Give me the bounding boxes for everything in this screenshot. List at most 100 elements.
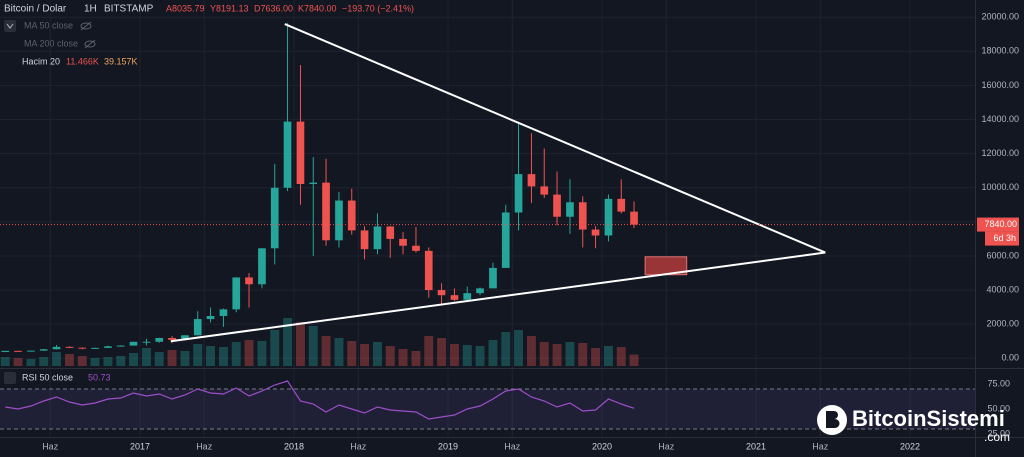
volume-bar: [347, 341, 357, 366]
axes: 0.002000.004000.006000.008000.0010000.00…: [42, 12, 1019, 451]
symbol-title: Bitcoin / Dolar: [4, 4, 67, 15]
trendline: [170, 251, 826, 343]
volume-bar: [90, 358, 100, 366]
rsi-line: [5, 380, 635, 420]
volume-bar: [39, 357, 49, 366]
candle-body: [219, 309, 228, 316]
volume-bar: [295, 322, 305, 366]
x-tick-label: Haz: [658, 441, 675, 451]
collapse-button[interactable]: [4, 20, 16, 32]
candle-body: [78, 347, 87, 349]
ohlc-open: A8035.79: [166, 3, 205, 13]
candle-body: [386, 226, 395, 239]
volume-bar: [462, 345, 472, 366]
volume-bar: [129, 353, 138, 366]
volume-bar: [603, 346, 613, 366]
volume-bar: [616, 347, 626, 366]
volume-bar: [154, 352, 164, 366]
candle-body: [168, 337, 176, 340]
x-tick-label: Haz: [504, 441, 521, 451]
brand-suffix: .com: [984, 430, 1010, 444]
brand-name: BitcoinSistemi: [852, 406, 1005, 431]
y-tick-label: 20000.00: [981, 12, 1019, 22]
volume-ma-value: 39.157K: [104, 56, 138, 66]
candle-body: [296, 121, 305, 184]
x-tick-label: 2022: [900, 441, 920, 451]
hidden-icon[interactable]: [80, 21, 92, 31]
candle-body: [14, 350, 22, 352]
x-tick-label: Haz: [350, 441, 367, 451]
volume-bar: [0, 357, 10, 366]
x-tick-label: 2017: [130, 441, 150, 451]
candle-body: [116, 345, 125, 347]
candle-body: [578, 202, 587, 230]
indicator-label: MA 200 close: [24, 38, 78, 48]
x-tick-label: 2020: [592, 441, 612, 451]
candles: [1, 22, 638, 353]
rsi-value: 50.73: [88, 372, 111, 382]
volume-bar: [334, 338, 344, 366]
volume-bar: [565, 342, 575, 366]
candle-body: [232, 277, 241, 310]
candle-body: [347, 200, 356, 231]
y-tick-label: 14000.00: [981, 114, 1019, 124]
ohlc-high: Y8191.13: [210, 3, 249, 13]
volume-bar: [526, 336, 536, 366]
candle-body: [540, 186, 549, 195]
candle-body: [604, 198, 613, 236]
volume-bar: [206, 346, 215, 366]
ohlc-low: D7636.00: [254, 3, 293, 13]
candle-body: [501, 212, 510, 268]
volume-bar: [552, 344, 562, 366]
y-tick-label: 16000.00: [981, 80, 1019, 90]
x-tick-label: Haz: [196, 441, 213, 451]
volume-bar: [141, 348, 151, 366]
y-tick-label: 18000.00: [981, 46, 1019, 56]
volume-bar: [257, 341, 267, 366]
logo-b: [826, 411, 840, 428]
countdown-label: 6d 3h: [993, 233, 1016, 243]
x-tick-label: Haz: [812, 441, 829, 451]
rsi-tick-label: 50.00: [987, 403, 1010, 413]
hidden-icon[interactable]: [84, 39, 96, 49]
volume-bar: [167, 350, 177, 366]
volume-value: 11.466K: [66, 56, 99, 66]
candle-body: [181, 335, 189, 340]
candle-body: [489, 267, 497, 289]
candle-body: [617, 198, 626, 212]
volume-label: Hacim 20: [22, 56, 60, 66]
volume-bar: [193, 344, 203, 366]
volume-bar: [180, 351, 190, 366]
volume-bar: [244, 340, 254, 366]
candle-body: [527, 174, 536, 187]
last-price-tag: [977, 217, 1019, 232]
y-tick-label: 0.00: [1001, 353, 1019, 363]
candle-body: [129, 341, 138, 346]
candle-body: [437, 290, 446, 296]
candle-body: [142, 341, 151, 343]
volume-bar: [488, 340, 498, 366]
candle-body: [206, 315, 215, 320]
volume-bar: [578, 343, 588, 366]
collapse-button[interactable]: [4, 372, 16, 384]
brand-logo: BitcoinSistemi .com: [817, 405, 1010, 444]
countdown-tag: [985, 231, 1019, 246]
volume-bar: [270, 330, 280, 366]
candle-body: [373, 226, 382, 250]
drawings: [0, 23, 975, 343]
candle-body: [450, 295, 459, 300]
candle-body: [424, 250, 433, 291]
candle-body: [283, 121, 292, 188]
volume-pane: [0, 318, 639, 366]
volume-bar: [501, 332, 511, 366]
volume-bar: [231, 342, 241, 366]
candle-body: [514, 174, 523, 213]
rsi-tick-label: 75.00: [987, 378, 1010, 388]
volume-bar: [360, 344, 370, 366]
volume-bar: [424, 336, 434, 366]
volume-bar: [64, 354, 74, 366]
candle-body: [309, 182, 318, 184]
volume-bar: [26, 359, 36, 366]
y-tick-label: 4000.00: [986, 284, 1019, 294]
